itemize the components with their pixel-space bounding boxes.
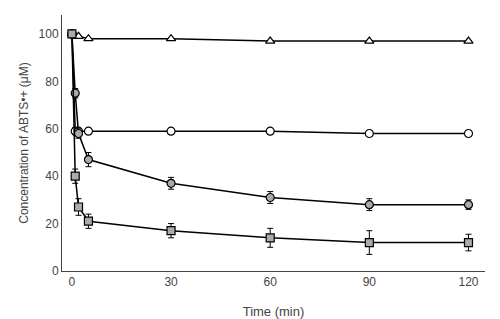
svg-text:40: 40 — [45, 169, 59, 183]
svg-text:Time (min): Time (min) — [243, 304, 305, 319]
svg-text:90: 90 — [363, 275, 377, 289]
svg-text:0: 0 — [69, 275, 76, 289]
svg-text:20: 20 — [45, 217, 59, 231]
svg-text:80: 80 — [45, 75, 59, 89]
svg-text:60: 60 — [45, 122, 59, 136]
svg-text:0: 0 — [52, 264, 59, 278]
svg-text:Concentration of ABTS•+ (μM): Concentration of ABTS•+ (μM) — [17, 62, 31, 224]
svg-text:120: 120 — [458, 275, 478, 289]
svg-text:100: 100 — [39, 27, 59, 41]
svg-text:60: 60 — [264, 275, 278, 289]
svg-text:30: 30 — [164, 275, 178, 289]
